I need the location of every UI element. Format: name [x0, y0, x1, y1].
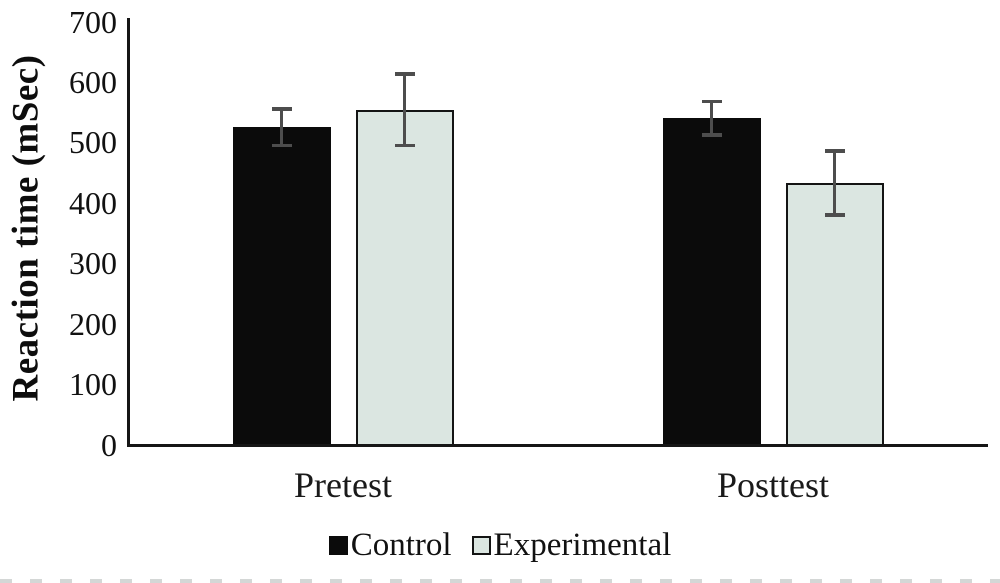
legend-label-experimental: Experimental	[493, 527, 672, 563]
error-bar-segment	[832, 150, 837, 215]
error-bar-segment	[394, 143, 415, 148]
legend: Control Experimental	[0, 529, 1000, 562]
error-bar-segment	[279, 109, 284, 146]
legend-label-control: Control	[350, 527, 452, 563]
y-tick-label: 500	[69, 124, 117, 161]
y-tick-label: 400	[69, 184, 117, 221]
bar-experimental-posttest	[785, 182, 884, 447]
bar-control-posttest	[662, 118, 761, 447]
x-axis-line	[126, 443, 988, 447]
bar-experimental-pretest	[355, 109, 454, 447]
legend-swatch-experimental	[471, 536, 491, 555]
error-bar-segment	[701, 99, 722, 104]
bar-control-pretest	[232, 127, 331, 447]
error-bar-segment	[701, 133, 722, 137]
error-bar-segment	[402, 74, 407, 146]
error-bar-segment	[271, 143, 292, 148]
legend-item-control: Control	[328, 527, 452, 563]
error-bar-segment	[709, 101, 714, 136]
bottom-crop-artifact	[0, 579, 1000, 583]
y-tick-label: 700	[69, 3, 117, 40]
legend-swatch-control	[328, 536, 348, 555]
y-tick-label: 200	[69, 305, 117, 342]
error-bar-segment	[824, 149, 845, 153]
x-category-label-posttest: Posttest	[716, 465, 830, 505]
y-tick-label: 300	[69, 245, 117, 282]
x-category-label-pretest: Pretest	[294, 465, 392, 505]
error-bar-segment	[394, 72, 415, 76]
y-axis-title: Reaction time (mSec)	[5, 54, 47, 402]
error-bar-segment	[824, 213, 845, 217]
y-tick-label: 100	[69, 366, 117, 403]
error-bar-segment	[271, 107, 292, 111]
y-tick-label: 0	[101, 426, 117, 463]
legend-item-experimental: Experimental	[471, 527, 672, 563]
y-tick-label: 600	[69, 63, 117, 100]
y-axis-line	[126, 18, 130, 447]
